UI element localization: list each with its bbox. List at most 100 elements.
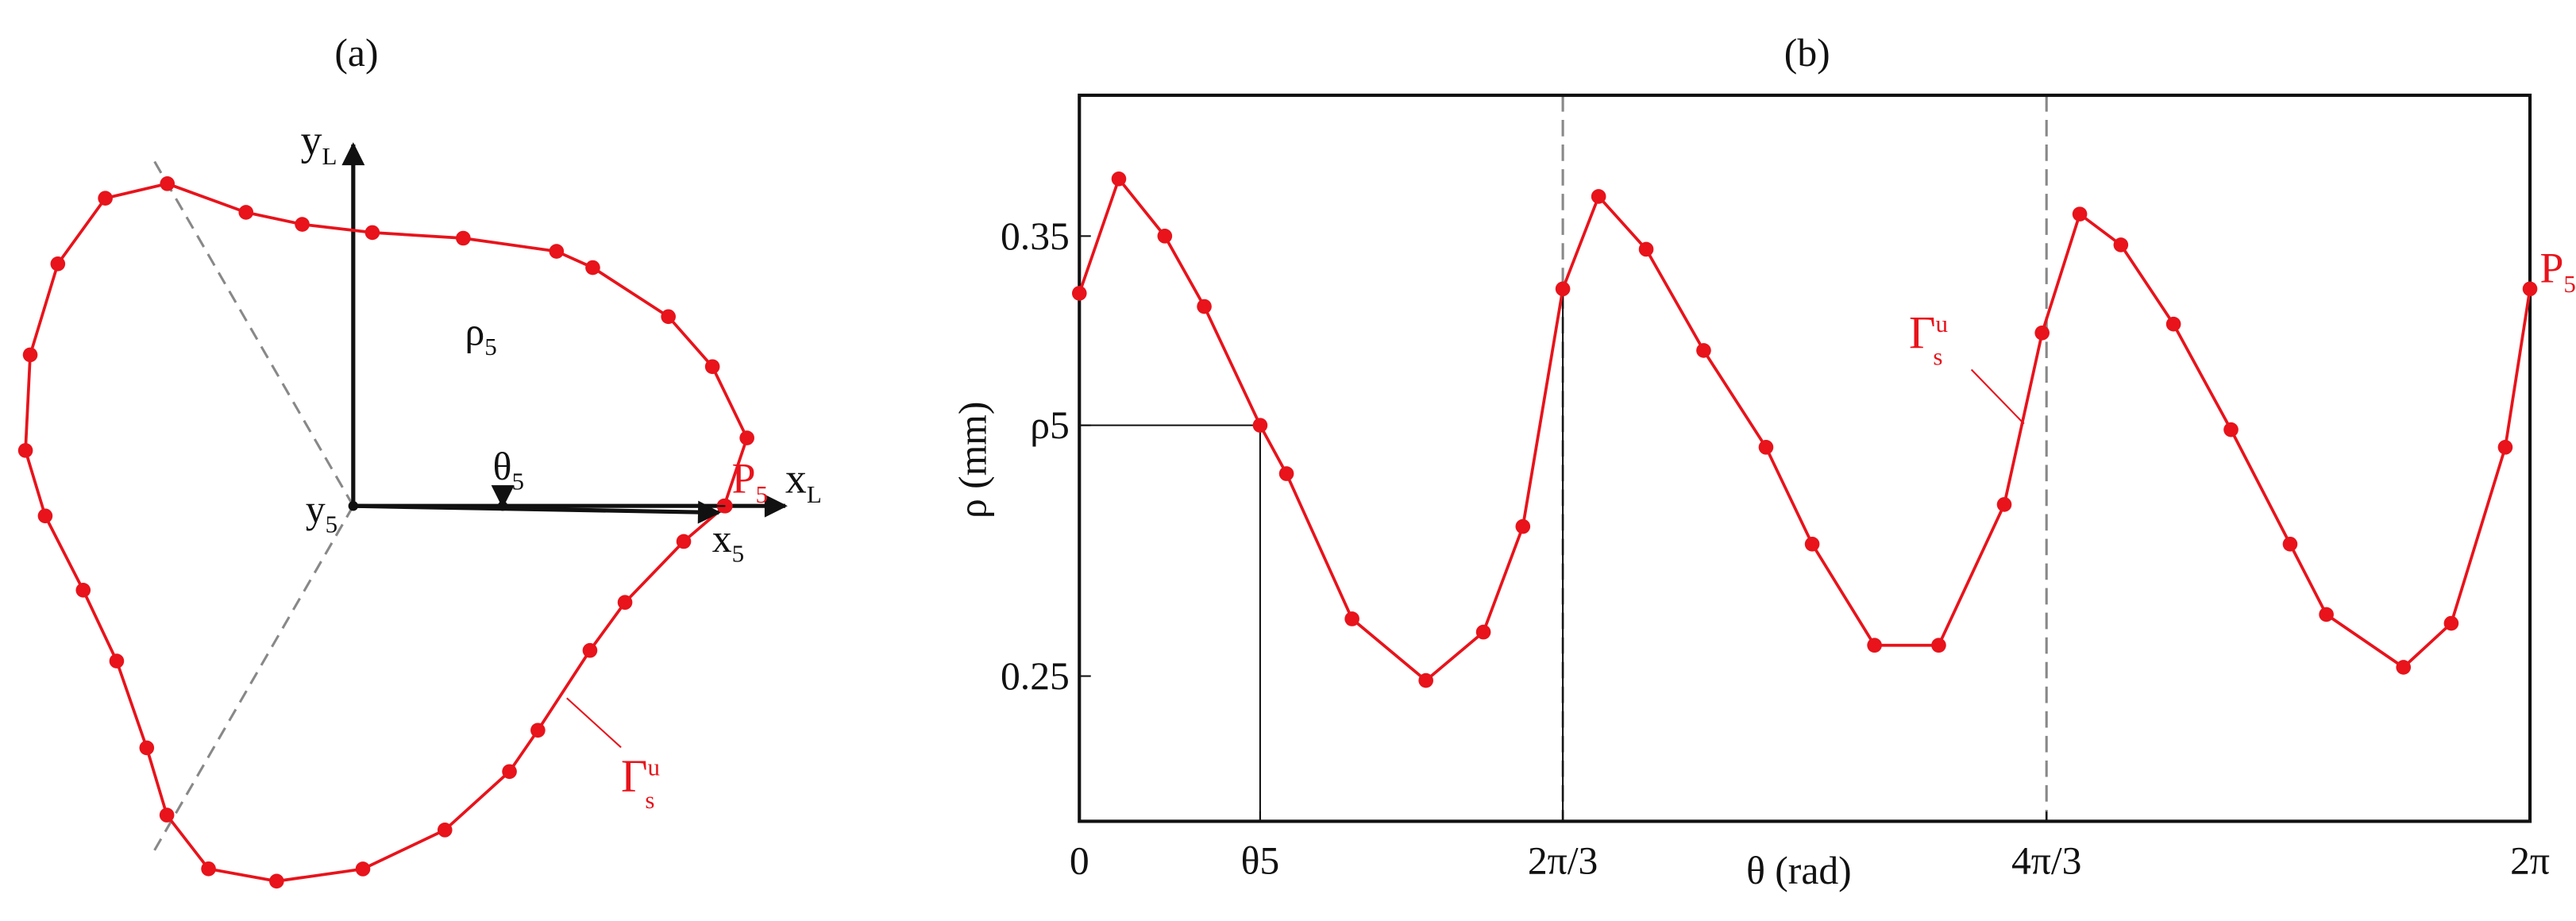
series-point xyxy=(1591,189,1606,204)
curve-label-sub: s xyxy=(1933,342,1942,370)
polar-point xyxy=(355,861,371,877)
y-axis-label: yL xyxy=(301,116,337,169)
polar-point xyxy=(582,642,598,658)
point-label-main: P xyxy=(2539,245,2563,292)
polar-point xyxy=(456,230,471,246)
series-point xyxy=(1475,624,1491,640)
polar-point xyxy=(139,740,155,756)
series-point xyxy=(2072,206,2088,222)
x-tick-label: 4π/3 xyxy=(2011,839,2082,883)
polar-point xyxy=(549,244,565,259)
y-proj-label-sub: 5 xyxy=(326,510,338,538)
series-point xyxy=(1515,518,1531,534)
curve-label: Γu s xyxy=(621,750,660,814)
angle-label-main: θ xyxy=(493,445,512,488)
y-proj-label-main: y xyxy=(306,487,326,531)
series-point xyxy=(2113,237,2129,252)
series-point xyxy=(1111,171,1127,187)
polar-point xyxy=(617,595,633,611)
polar-point xyxy=(201,861,216,877)
series-point xyxy=(2165,316,2181,332)
curve-label-sup: u xyxy=(648,753,661,780)
curve-leader xyxy=(566,697,622,749)
series-point xyxy=(1638,241,1654,257)
polar-point xyxy=(22,347,38,363)
curve-leader xyxy=(1970,368,2025,425)
curve-label-main: Γ xyxy=(621,750,647,802)
curve-label-sup: u xyxy=(1936,310,1949,337)
polar-point xyxy=(676,534,692,549)
y-tick-label: 0.35 xyxy=(1001,214,1070,258)
x-tick-label: 0 xyxy=(1070,839,1089,883)
point-label: P5 xyxy=(732,455,768,508)
series-point xyxy=(1996,497,2012,512)
x-axis-label-main: x xyxy=(785,455,807,503)
polar-point xyxy=(238,205,254,220)
radius-label: ρ5 xyxy=(465,310,497,360)
sector-ray xyxy=(153,505,355,851)
polar-point xyxy=(295,217,310,232)
y-axis-label-sub: L xyxy=(322,142,337,170)
curve-label-main: Γ xyxy=(1909,307,1935,359)
x-proj-label-main: x xyxy=(712,517,732,561)
series-point xyxy=(2319,607,2334,622)
panel-a-title: (a) xyxy=(334,31,378,75)
polar-point xyxy=(98,191,113,206)
x-axis-label: θ (rad) xyxy=(1746,849,1852,892)
series-point xyxy=(1931,638,1946,653)
point-label-sub: 5 xyxy=(2563,270,2576,298)
radius-label-main: ρ xyxy=(465,310,485,353)
angle-label-sub: 5 xyxy=(511,468,524,495)
series-point xyxy=(1197,299,1212,314)
polar-point xyxy=(364,225,380,241)
polar-point xyxy=(50,256,66,272)
x-tick-label: θ5 xyxy=(1241,839,1280,883)
point-label-sub: 5 xyxy=(756,480,769,508)
series-point xyxy=(1867,638,1882,653)
series-point xyxy=(1071,286,1087,301)
series-point xyxy=(2396,660,2412,675)
series-line xyxy=(1078,175,2532,683)
series-point xyxy=(1252,418,1268,433)
series-point xyxy=(1758,440,1774,455)
panel-b-title: (b) xyxy=(1784,31,1830,75)
series-point xyxy=(2034,325,2050,341)
y-tick-label: ρ5 xyxy=(1030,403,1070,447)
arc-start xyxy=(497,500,508,511)
x-tick-label: 2π/3 xyxy=(1528,839,1598,883)
y-tick-label: 0.25 xyxy=(1001,654,1070,698)
curve-label: Γu s xyxy=(1909,307,1948,371)
polar-point xyxy=(159,807,175,823)
polar-point xyxy=(75,582,91,598)
series-point xyxy=(2522,281,2538,297)
polar-point xyxy=(160,176,175,191)
radius-vector xyxy=(353,500,721,524)
polar-point xyxy=(585,260,600,276)
series-point xyxy=(1418,672,1433,688)
series-point xyxy=(2443,615,2459,631)
y-axis-label-main: y xyxy=(301,116,322,164)
polar-point xyxy=(704,359,720,375)
series-point xyxy=(1278,466,1294,481)
polar-point xyxy=(530,723,546,738)
plot-frame xyxy=(1078,93,2532,823)
series-point xyxy=(1344,611,1359,626)
polar-point xyxy=(269,873,284,889)
series-point xyxy=(1804,536,1820,552)
x-proj-label: x5 xyxy=(712,517,744,567)
series-point xyxy=(1157,229,1173,244)
polar-point xyxy=(502,764,517,780)
polar-point xyxy=(109,653,125,669)
point-label-main: P xyxy=(732,455,756,503)
series-point xyxy=(2223,422,2239,437)
curve-label-sub: s xyxy=(645,786,654,814)
polar-point xyxy=(739,430,754,445)
point-label: P5 xyxy=(2539,245,2575,298)
series-point xyxy=(2497,440,2513,455)
sector-ray xyxy=(153,160,355,507)
origin xyxy=(348,500,359,511)
x-axis-label: xL xyxy=(785,455,822,508)
y-proj-label: y5 xyxy=(306,487,337,538)
polar-point xyxy=(661,309,676,325)
